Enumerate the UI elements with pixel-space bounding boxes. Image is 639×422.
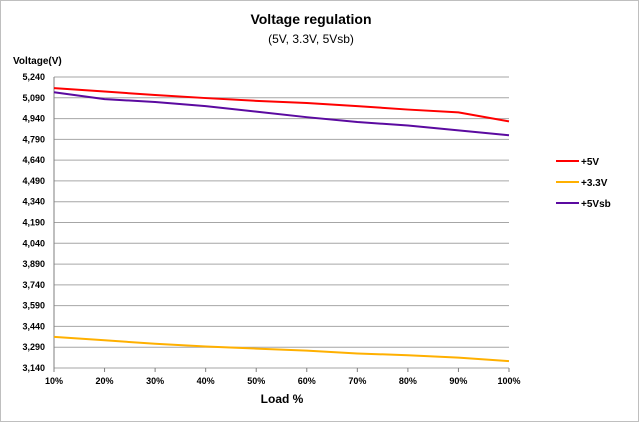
y-tick-label: 4,340 [22, 197, 45, 207]
y-tick-label: 3,140 [22, 363, 45, 373]
y-tick-label: 4,190 [22, 218, 45, 228]
x-tick-label: 80% [399, 376, 417, 386]
x-tick-label: 20% [96, 376, 114, 386]
y-tick-label: 4,940 [22, 114, 45, 124]
y-tick-label: 4,490 [22, 176, 45, 186]
gridlines [53, 76, 510, 372]
x-tick-label: 90% [449, 376, 467, 386]
chart-title: Voltage regulation [250, 11, 371, 27]
legend-entry-label: +5V [581, 157, 599, 168]
y-tick-label: 3,290 [22, 342, 45, 352]
y-tick-label: 3,590 [22, 301, 45, 311]
x-tick-label: 100% [497, 376, 520, 386]
series-line-5v [53, 87, 510, 123]
y-tick-label: 5,240 [22, 72, 45, 82]
x-axis-label: Load % [261, 392, 304, 406]
x-tick-label: 40% [197, 376, 215, 386]
legend-entry-label: +3.3V [581, 178, 608, 189]
y-tick-label: 5,090 [22, 93, 45, 103]
x-tick-label: 60% [298, 376, 316, 386]
chart-subtitle: (5V, 3.3V, 5Vsb) [268, 32, 354, 46]
legend-entry-label: +5Vsb [581, 199, 611, 210]
y-tick-label: 4,640 [22, 155, 45, 165]
tick-labels: 3,140 3,290 3,440 3,590 3,740 3,890 4,040 4,190… [22, 72, 520, 386]
y-tick-label: 4,040 [22, 238, 45, 248]
x-tick-label: 70% [348, 376, 366, 386]
x-tick-label: 10% [45, 376, 63, 386]
x-tick-label: 30% [146, 376, 164, 386]
y-tick-label: 4,790 [22, 134, 45, 144]
series-line-33v [53, 335, 510, 363]
y-tick-label: 3,740 [22, 280, 45, 290]
x-tick-label: 50% [247, 376, 265, 386]
legend: +5V +3.3V +5Vsb [556, 157, 611, 210]
series-lines [53, 87, 510, 363]
y-axis-label: Voltage(V) [13, 56, 62, 67]
y-tick-label: 3,890 [22, 259, 45, 269]
series-line-5vsb [53, 91, 510, 137]
y-tick-label: 3,440 [22, 321, 45, 331]
